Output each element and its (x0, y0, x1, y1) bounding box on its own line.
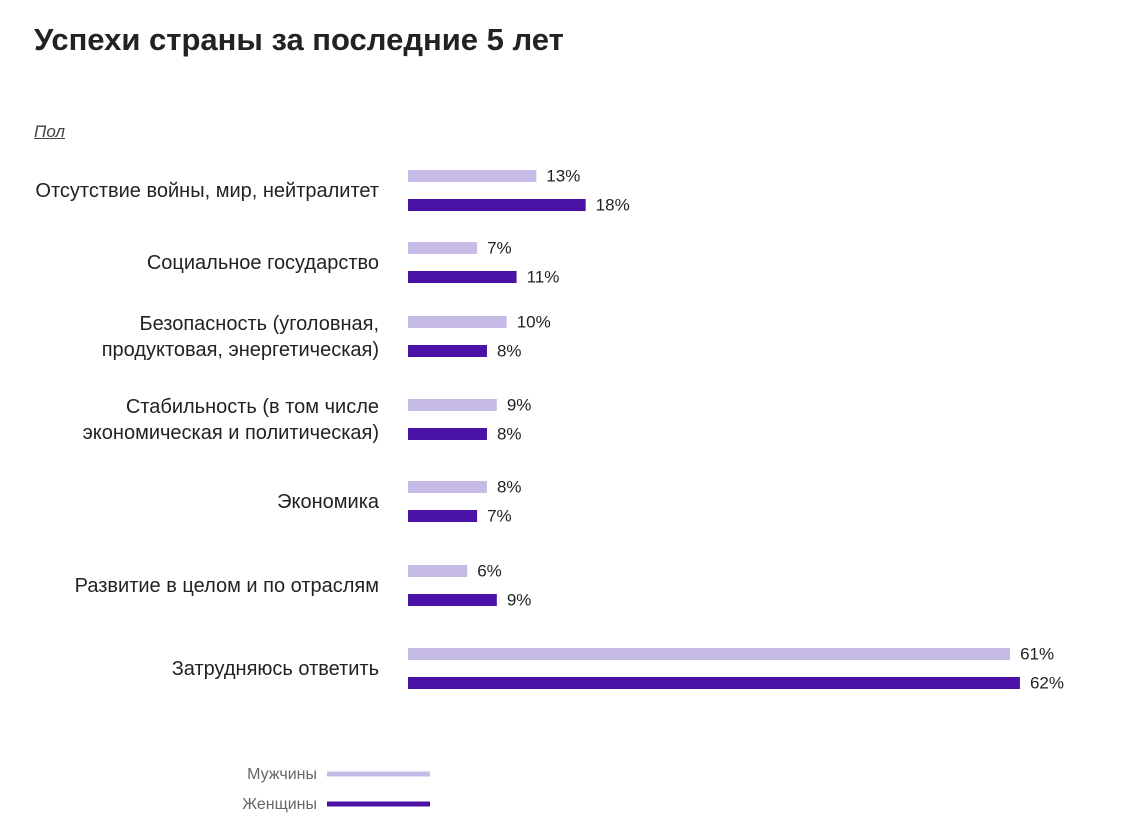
bar (408, 648, 1011, 660)
bar (408, 399, 497, 411)
category-label: Стабильность (в том числе экономическая … (82, 395, 379, 444)
legend-label: Мужчины (247, 766, 317, 783)
bar (408, 677, 1020, 689)
chart-title: Успехи страны за последние 5 лет (34, 22, 564, 57)
bar (408, 428, 487, 440)
value-label: 13% (546, 166, 580, 185)
bar (408, 170, 537, 182)
bar (408, 242, 478, 254)
bar (408, 316, 507, 328)
value-label: 8% (497, 341, 522, 360)
bar (408, 594, 497, 606)
value-label: 61% (1020, 644, 1054, 663)
subtitle: Пол (34, 122, 65, 141)
value-label: 62% (1030, 673, 1064, 692)
value-label: 6% (477, 561, 502, 580)
value-label: 8% (497, 477, 522, 496)
value-label: 9% (507, 395, 532, 414)
bar (408, 510, 478, 522)
value-label: 11% (527, 267, 560, 286)
bar (408, 345, 487, 357)
category-label: Безопасность (уголовная, продуктовая, эн… (101, 312, 379, 361)
category-label: Развитие в целом и по отраслям (74, 574, 379, 597)
category-label: Отсутствие войны, мир, нейтралитет (35, 179, 379, 202)
legend-label: Женщины (242, 796, 317, 813)
value-label: 7% (487, 238, 512, 257)
category-label: Затрудняюсь ответить (171, 657, 379, 680)
value-label: 8% (497, 424, 522, 443)
value-label: 9% (507, 590, 532, 609)
category-label: Экономика (277, 490, 379, 513)
bar (408, 565, 468, 577)
value-label: 18% (596, 195, 630, 214)
bar (408, 271, 517, 283)
value-label: 7% (487, 506, 512, 525)
bar (408, 481, 487, 493)
bar (408, 199, 586, 211)
category-label: Социальное государство (146, 251, 379, 274)
value-label: 10% (517, 312, 551, 331)
